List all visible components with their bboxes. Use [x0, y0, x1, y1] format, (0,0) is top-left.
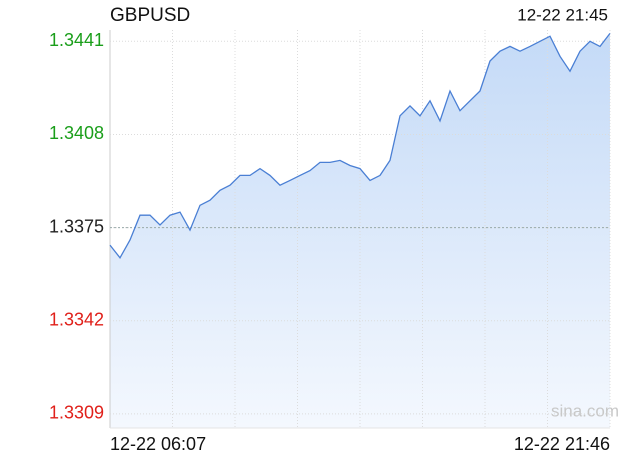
y-tick-label: 1.3441 — [49, 30, 104, 50]
timestamp: 12-22 21:45 — [517, 5, 608, 24]
x-tick-label: 12-22 21:46 — [514, 434, 610, 454]
x-tick-label: 12-22 06:07 — [110, 434, 206, 454]
watermark: sina.com — [551, 401, 619, 420]
y-tick-label: 1.3375 — [49, 216, 104, 236]
y-tick-label: 1.3342 — [49, 309, 104, 329]
chart-title: GBPUSD — [110, 5, 190, 26]
price-line — [109, 33, 611, 259]
area — [110, 33, 610, 429]
y-tick-label: 1.3408 — [49, 123, 104, 143]
y-tick-label: 1.3309 — [49, 403, 104, 423]
